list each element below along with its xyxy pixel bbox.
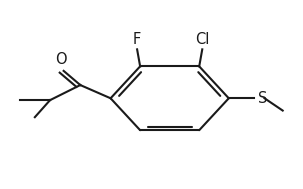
Text: O: O <box>55 52 66 67</box>
Text: S: S <box>258 91 267 106</box>
Text: F: F <box>133 32 141 46</box>
Text: Cl: Cl <box>195 32 209 46</box>
